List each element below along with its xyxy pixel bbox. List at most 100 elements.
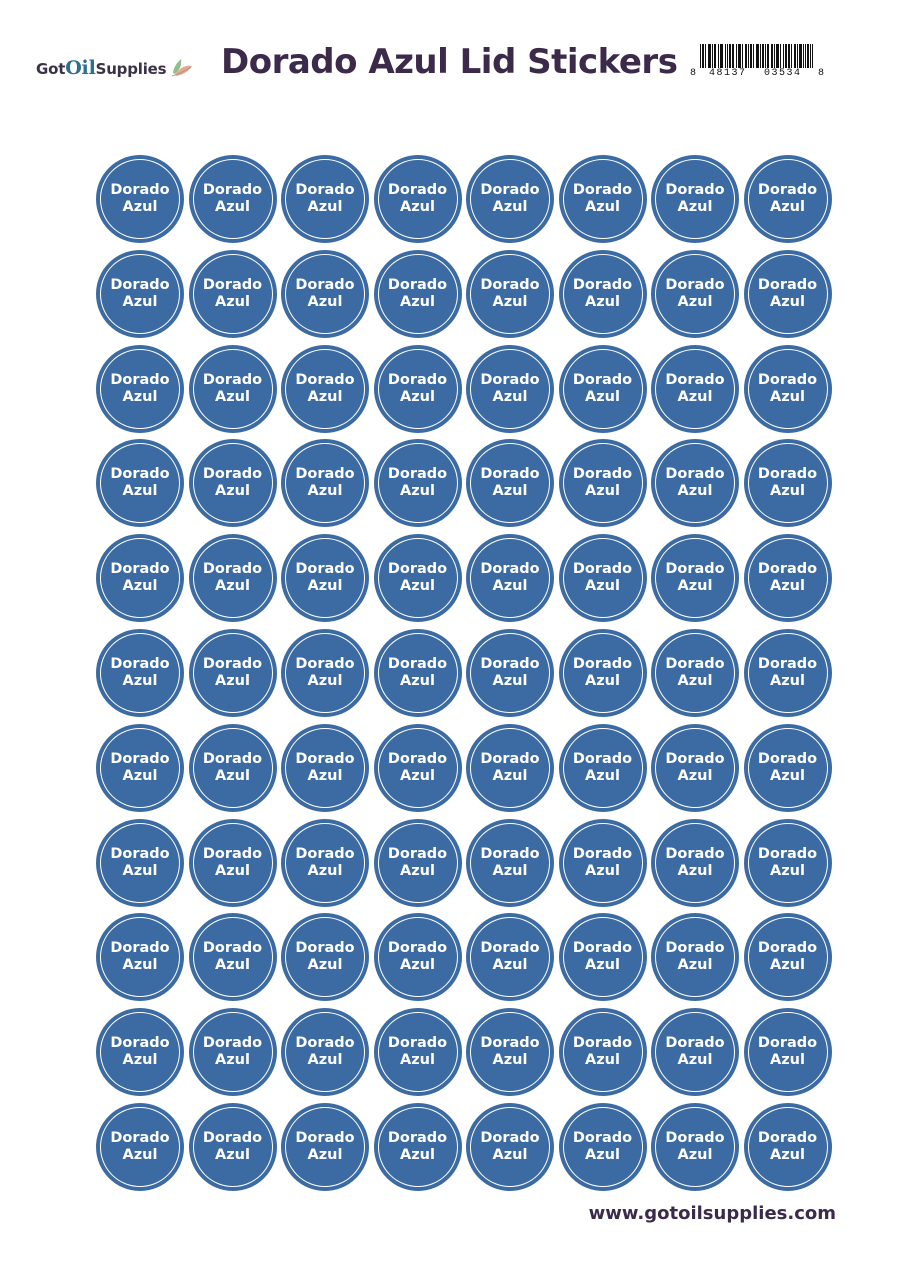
sticker-ring — [655, 348, 735, 429]
sticker-label-line1: Dorado — [572, 940, 633, 957]
sticker: Dorado Azul — [651, 818, 739, 907]
sticker-ring — [285, 348, 365, 429]
sticker: Dorado Azul — [651, 155, 739, 243]
sticker-ring — [747, 253, 828, 334]
sticker-label: Dorado Azul — [96, 345, 184, 433]
sticker-label: Dorado Azul — [744, 439, 832, 527]
sticker: Dorado Azul — [96, 534, 184, 623]
sticker-label: Dorado Azul — [96, 819, 184, 907]
sticker: Dorado Azul — [466, 1008, 554, 1097]
barcode-bar — [807, 44, 808, 68]
sticker-label-line1: Dorado — [110, 750, 170, 767]
barcode-bar — [732, 44, 733, 68]
sticker: Dorado Azul — [96, 818, 184, 907]
sticker: Dorado Azul — [188, 1103, 277, 1191]
sticker: Dorado Azul — [281, 629, 369, 717]
sticker-label-line1: Dorado — [110, 371, 170, 388]
sticker-ring — [655, 159, 735, 239]
sticker-ring — [100, 538, 180, 619]
barcode-bar — [794, 44, 795, 68]
sticker-label-line2: Azul — [492, 483, 528, 500]
sticker-label-line1: Dorado — [480, 182, 540, 198]
sticker-label-line2: Azul — [307, 957, 343, 974]
sticker-label: Dorado Azul — [744, 724, 832, 812]
sticker-ring — [377, 1012, 458, 1093]
sticker-label-line1: Dorado — [572, 561, 633, 578]
barcode-bar — [727, 44, 728, 68]
sticker-label: Dorado Azul — [559, 913, 647, 1001]
sticker-label: Dorado Azul — [559, 629, 647, 717]
barcode-bar — [740, 44, 741, 68]
sticker-label: Dorado Azul — [374, 155, 462, 243]
barcode-first-digit: 8 — [690, 68, 697, 79]
sticker-label-line1: Dorado — [202, 940, 263, 957]
sticker-label-line2: Azul — [585, 578, 620, 595]
sticker-label: Dorado Azul — [189, 819, 277, 907]
logo-text-oil: Oil — [65, 57, 96, 79]
sticker-ring — [655, 443, 735, 524]
sticker-label-line1: Dorado — [387, 371, 448, 388]
sticker-label-line1: Dorado — [202, 1130, 263, 1146]
sticker: Dorado Azul — [373, 723, 462, 812]
sticker-label-line1: Dorado — [387, 750, 448, 767]
barcode-bar — [801, 44, 802, 68]
barcode-bar — [700, 44, 701, 68]
barcode-bar — [721, 44, 722, 68]
sticker-label: Dorado Azul — [281, 250, 369, 338]
sticker-label: Dorado Azul — [374, 1103, 462, 1191]
sticker-ring — [377, 443, 458, 524]
sticker-label: Dorado Azul — [189, 1103, 277, 1191]
sticker-label: Dorado Azul — [281, 913, 369, 1001]
sticker-label-line1: Dorado — [110, 1035, 170, 1052]
sticker-label-line2: Azul — [215, 767, 250, 784]
sticker-label-line2: Azul — [585, 293, 620, 310]
sticker: Dorado Azul — [466, 534, 554, 623]
sticker: Dorado Azul — [743, 344, 832, 433]
sticker-ring — [192, 159, 273, 239]
sticker: Dorado Azul — [373, 249, 462, 338]
sticker-label-line1: Dorado — [387, 276, 448, 293]
sticker-label-line1: Dorado — [665, 656, 725, 672]
sticker-label-line1: Dorado — [110, 940, 170, 957]
sticker-label-line2: Azul — [215, 862, 250, 879]
sticker-label-line1: Dorado — [572, 1130, 633, 1146]
sticker-label: Dorado Azul — [744, 629, 832, 717]
barcode-bar — [791, 44, 792, 68]
sticker-ring — [377, 917, 458, 998]
sticker-label: Dorado Azul — [96, 724, 184, 812]
sticker: Dorado Azul — [188, 818, 277, 907]
sticker-label: Dorado Azul — [466, 629, 554, 717]
sticker-label-line2: Azul — [400, 199, 435, 215]
sticker-label: Dorado Azul — [96, 629, 184, 717]
sticker-label-line1: Dorado — [202, 1035, 263, 1052]
sticker-ring — [655, 822, 735, 903]
sticker-ring — [192, 538, 273, 619]
sticker-label-line1: Dorado — [572, 466, 633, 483]
sticker: Dorado Azul — [651, 723, 739, 812]
sticker-ring — [285, 253, 365, 334]
sticker-label-line2: Azul — [307, 767, 343, 784]
sticker: Dorado Azul — [743, 629, 832, 717]
sticker-label-line1: Dorado — [665, 276, 725, 293]
sticker-label: Dorado Azul — [559, 1103, 647, 1191]
sticker-label-line2: Azul — [215, 483, 250, 500]
sticker-label: Dorado Azul — [96, 1103, 184, 1191]
brand-logo: GotOilSupplies — [36, 54, 194, 82]
sticker-label-line1: Dorado — [387, 845, 448, 862]
sticker-label: Dorado Azul — [281, 155, 369, 243]
sticker-label-line1: Dorado — [480, 561, 540, 578]
page-header: GotOilSupplies Dorado Azul Lid Stickers … — [0, 0, 906, 110]
sticker-label-line2: Azul — [307, 388, 343, 405]
sticker-label: Dorado Azul — [466, 250, 554, 338]
sticker-label-line1: Dorado — [572, 1035, 633, 1052]
barcode-group-right: 03534 — [764, 68, 802, 79]
sticker-ring — [192, 822, 273, 903]
sticker-ring — [655, 727, 735, 808]
sticker: Dorado Azul — [558, 344, 647, 433]
sticker-ring — [192, 1012, 273, 1093]
sticker: Dorado Azul — [281, 1103, 369, 1191]
barcode-bar — [750, 44, 751, 68]
barcode-bar — [795, 44, 796, 68]
sticker-label-line1: Dorado — [387, 1035, 448, 1052]
sticker-ring — [100, 633, 180, 713]
